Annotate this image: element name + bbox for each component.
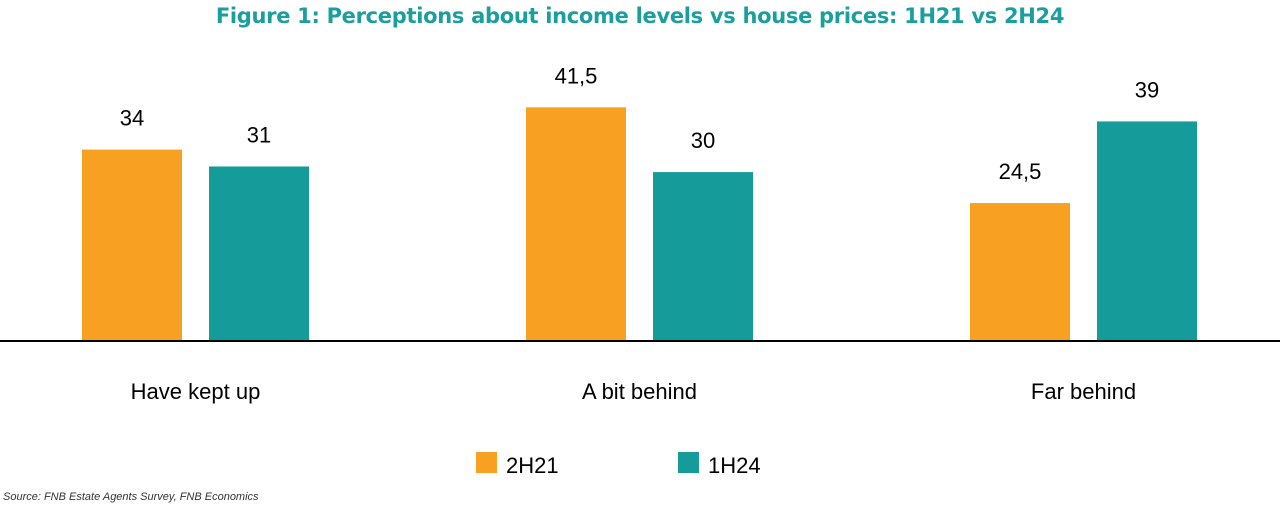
legend-label: 2H21: [506, 453, 559, 478]
value-label: 31: [247, 122, 271, 147]
category-label: Far behind: [1031, 379, 1136, 404]
category-labels-group: Have kept up A bit behind Far behind: [131, 379, 1136, 404]
category-label: A bit behind: [582, 379, 697, 404]
legend-label: 1H24: [708, 453, 761, 478]
bar-1h24-3: [1097, 121, 1197, 342]
value-label: 34: [120, 106, 144, 131]
bars-group: [82, 107, 1197, 342]
value-label: 30: [691, 128, 715, 153]
value-label: 24,5: [999, 159, 1042, 184]
legend-swatch-1h24: [678, 452, 699, 473]
value-labels-group: 34 31 41,5 30 24,5 39: [120, 63, 1159, 184]
category-label: Have kept up: [131, 379, 261, 404]
legend-swatch-2h21: [476, 452, 497, 473]
source-note: Source: FNB Estate Agents Survey, FNB Ec…: [3, 491, 259, 503]
bar-1h24-1: [209, 166, 309, 341]
value-label: 41,5: [555, 63, 598, 88]
bar-2h21-3: [970, 203, 1070, 341]
bar-1h24-2: [653, 172, 753, 341]
legend: 2H21 1H24: [476, 452, 761, 478]
bar-2h21-1: [82, 149, 182, 341]
bar-2h21-2: [526, 107, 626, 341]
chart-title: Figure 1: Perceptions about income level…: [215, 4, 1065, 28]
value-label: 39: [1135, 77, 1159, 102]
